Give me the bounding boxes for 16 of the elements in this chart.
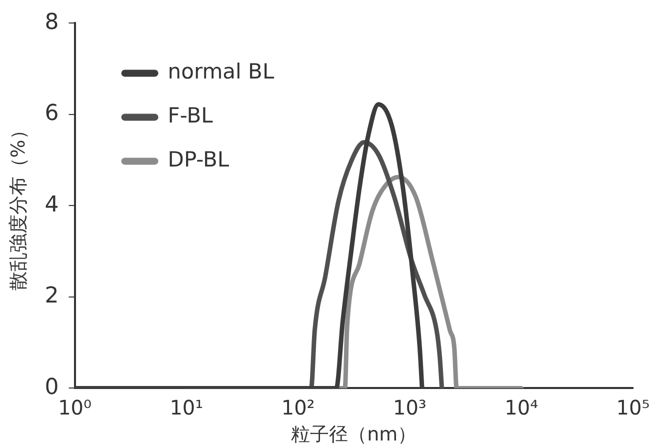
x-tick-label: 10³	[392, 395, 426, 420]
x-tick-label: 10¹	[170, 395, 204, 420]
y-tick-label: 6	[44, 101, 59, 126]
y-axis-title: 散乱強度分布（%）	[7, 120, 30, 291]
x-tick-label: 10⁴	[504, 395, 538, 420]
y-tick-label: 4	[44, 192, 59, 218]
y-tick-label: 8	[44, 10, 59, 35]
y-tick-label: 2	[44, 284, 59, 309]
x-tick-label: 10⁰	[58, 395, 92, 420]
x-axis-title: 粒子径（nm）	[291, 424, 417, 446]
x-tick-label: 10⁵	[616, 395, 650, 420]
legend-label: normal BL	[168, 60, 274, 84]
legend-label: DP-BL	[168, 148, 230, 172]
legend-label: F-BL	[168, 104, 214, 128]
y-tick-label: 0	[44, 374, 59, 400]
x-tick-label: 10²	[281, 395, 315, 420]
